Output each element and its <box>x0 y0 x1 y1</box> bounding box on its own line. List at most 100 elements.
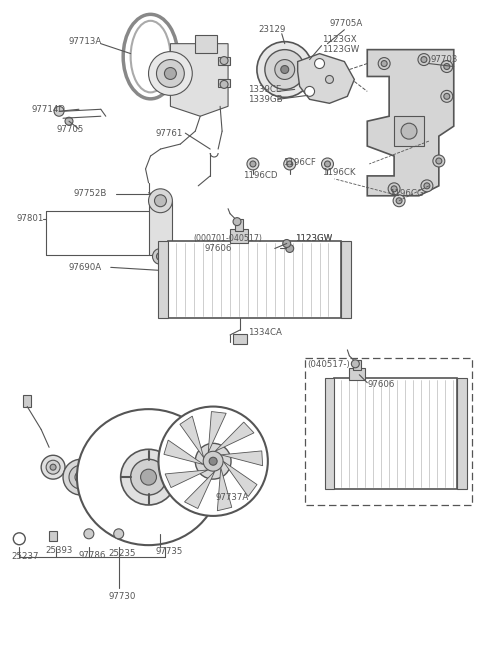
Text: 97752B: 97752B <box>74 189 108 198</box>
Circle shape <box>351 360 360 368</box>
Bar <box>324 378 335 489</box>
Ellipse shape <box>131 21 170 92</box>
Text: 97714D: 97714D <box>31 105 65 114</box>
Polygon shape <box>164 440 204 465</box>
Circle shape <box>155 195 167 207</box>
Circle shape <box>148 51 192 96</box>
Bar <box>335 378 457 489</box>
Circle shape <box>209 457 217 465</box>
Bar <box>218 57 230 65</box>
Text: 23129: 23129 <box>258 25 285 34</box>
Circle shape <box>421 180 433 192</box>
Circle shape <box>441 61 453 72</box>
Bar <box>168 241 341 318</box>
Text: 1123GW: 1123GW <box>295 234 332 243</box>
Text: 1123GW: 1123GW <box>295 234 332 243</box>
Text: 1196CK: 1196CK <box>322 169 355 177</box>
Bar <box>49 531 57 541</box>
Text: 97606: 97606 <box>204 244 231 253</box>
Text: 1196CD: 1196CD <box>243 171 277 181</box>
Circle shape <box>324 161 330 167</box>
Text: 97606: 97606 <box>367 380 395 389</box>
Polygon shape <box>208 412 226 453</box>
Circle shape <box>305 86 314 96</box>
Bar <box>195 35 217 53</box>
Circle shape <box>265 49 305 90</box>
Bar <box>218 80 230 88</box>
Bar <box>23 395 31 407</box>
Polygon shape <box>165 470 208 488</box>
Text: 97801: 97801 <box>16 214 44 223</box>
Circle shape <box>156 191 166 201</box>
Circle shape <box>233 217 241 225</box>
Circle shape <box>401 123 417 139</box>
Polygon shape <box>151 480 209 536</box>
Circle shape <box>84 529 94 539</box>
Polygon shape <box>86 480 146 535</box>
Circle shape <box>69 465 93 489</box>
Circle shape <box>325 76 334 84</box>
Text: 97737A: 97737A <box>215 492 248 501</box>
Polygon shape <box>367 49 454 196</box>
Polygon shape <box>88 418 146 474</box>
Ellipse shape <box>123 14 178 99</box>
Circle shape <box>381 61 387 67</box>
Polygon shape <box>221 451 263 466</box>
Circle shape <box>158 407 268 516</box>
Polygon shape <box>215 422 254 451</box>
Text: 25235: 25235 <box>109 549 136 558</box>
Circle shape <box>79 475 83 479</box>
Text: 97705: 97705 <box>56 125 84 134</box>
Circle shape <box>396 198 402 204</box>
Text: (000701-040517): (000701-040517) <box>193 234 262 243</box>
Circle shape <box>157 193 164 199</box>
Text: 97730: 97730 <box>109 592 136 601</box>
Circle shape <box>378 57 390 69</box>
Circle shape <box>283 239 291 248</box>
Circle shape <box>444 63 450 69</box>
Bar <box>305 358 472 505</box>
Text: 1339GB: 1339GB <box>248 95 283 104</box>
Bar <box>230 229 248 243</box>
Circle shape <box>284 158 296 170</box>
Circle shape <box>63 459 99 495</box>
Text: 97761: 97761 <box>156 129 183 138</box>
Polygon shape <box>184 471 215 509</box>
Circle shape <box>148 189 172 213</box>
Text: 1339CE: 1339CE <box>248 85 281 94</box>
Circle shape <box>131 459 167 495</box>
Circle shape <box>314 59 324 69</box>
Circle shape <box>46 460 60 474</box>
Circle shape <box>322 158 334 170</box>
Circle shape <box>275 59 295 80</box>
Circle shape <box>444 94 450 100</box>
Circle shape <box>41 455 65 479</box>
Polygon shape <box>298 53 354 103</box>
Bar <box>353 360 361 370</box>
Circle shape <box>65 117 73 125</box>
Circle shape <box>75 471 87 483</box>
Text: 1123GW: 1123GW <box>322 45 359 54</box>
Circle shape <box>286 244 294 252</box>
Circle shape <box>162 268 168 273</box>
Circle shape <box>421 57 427 63</box>
Circle shape <box>54 106 64 116</box>
Bar <box>233 334 247 344</box>
Circle shape <box>220 57 228 65</box>
Circle shape <box>424 183 430 189</box>
Circle shape <box>114 529 124 539</box>
Circle shape <box>287 161 293 167</box>
Circle shape <box>388 183 400 195</box>
Polygon shape <box>180 416 204 458</box>
Circle shape <box>159 264 171 276</box>
Polygon shape <box>170 43 228 116</box>
Circle shape <box>433 155 445 167</box>
Text: 97786: 97786 <box>79 551 106 560</box>
Circle shape <box>13 533 25 545</box>
Bar <box>158 241 168 318</box>
Polygon shape <box>217 468 232 511</box>
Text: 97713A: 97713A <box>68 37 101 46</box>
Circle shape <box>153 248 168 264</box>
Text: 25237: 25237 <box>12 552 39 561</box>
Circle shape <box>436 158 442 164</box>
